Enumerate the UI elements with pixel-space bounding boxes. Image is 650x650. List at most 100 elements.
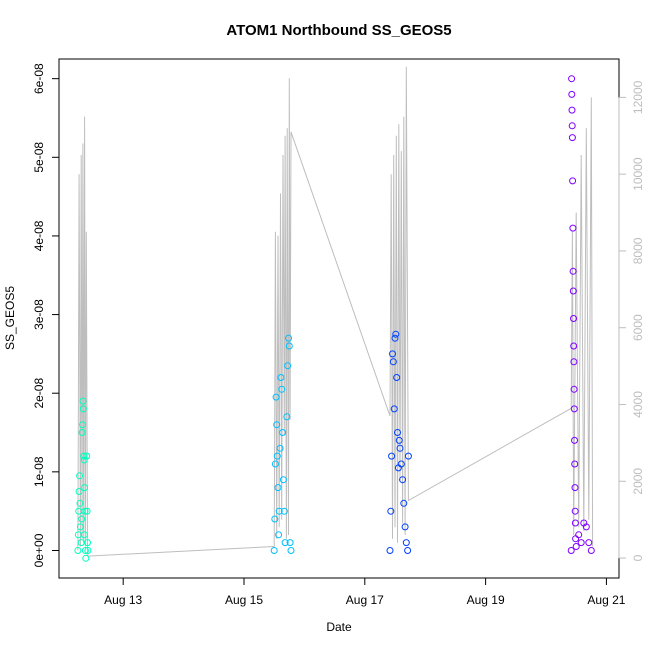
- data-point: [270, 547, 278, 554]
- data-point: [273, 452, 281, 460]
- x-axis-tick-label: Aug 13: [104, 593, 142, 607]
- data-point: [395, 436, 403, 444]
- data-point: [273, 421, 281, 429]
- data-point: [280, 507, 288, 515]
- data-point: [404, 547, 412, 554]
- data-point: [401, 523, 409, 531]
- altitude-line-layer: [77, 66, 594, 557]
- data-point: [274, 484, 282, 492]
- data-point: [569, 177, 577, 185]
- data-point: [400, 499, 408, 507]
- data-point: [275, 507, 283, 515]
- data-point: [78, 429, 86, 436]
- data-point: [76, 523, 84, 531]
- data-point: [570, 358, 578, 366]
- data-point: [81, 547, 89, 554]
- data-point: [278, 385, 286, 393]
- data-point: [572, 535, 580, 543]
- data-point: [79, 405, 87, 413]
- left-axis-tick-label: 3e-08: [32, 299, 46, 330]
- data-point: [82, 554, 90, 562]
- data-point: [571, 460, 579, 468]
- left-axis-tick-label: 6e-08: [32, 63, 46, 94]
- data-point: [568, 122, 576, 130]
- data-point: [402, 539, 410, 547]
- data-point: [286, 539, 294, 547]
- data-point: [389, 358, 397, 366]
- data-point: [76, 499, 84, 507]
- data-point: [568, 106, 576, 114]
- data-point: [81, 507, 89, 515]
- data-point: [83, 452, 91, 460]
- left-axis-tick-label: 2e-08: [32, 378, 46, 409]
- data-point: [285, 334, 292, 342]
- data-point: [569, 267, 577, 275]
- data-point: [275, 531, 283, 539]
- right-axis-tick-label: 2000: [631, 468, 645, 495]
- data-point: [285, 342, 293, 350]
- x-axis: Aug 13 Aug 15 Aug 17 Aug 19 Aug 21: [104, 577, 626, 607]
- data-point: [84, 539, 91, 547]
- data-point: [571, 507, 579, 515]
- data-point: [399, 476, 407, 484]
- left-axis-tick-label: 0e+00: [32, 533, 46, 567]
- right-axis-tick-label: 4000: [631, 391, 645, 418]
- data-point: [568, 90, 576, 98]
- data-point: [585, 539, 593, 547]
- right-axis-tick-label: 8000: [631, 237, 645, 264]
- y-axis-label: SS_GEOS5: [3, 286, 17, 350]
- data-point: [392, 330, 400, 338]
- data-point: [570, 385, 578, 393]
- data-point: [271, 460, 279, 468]
- data-point: [79, 397, 87, 405]
- data-point: [277, 374, 285, 381]
- data-point: [570, 405, 578, 413]
- x-axis-tick-label: Aug 19: [467, 593, 505, 607]
- x-axis-tick-label: Aug 17: [346, 593, 384, 607]
- data-point: [79, 421, 86, 429]
- data-point: [571, 436, 578, 444]
- right-axis-tick-label: 0: [631, 554, 645, 561]
- data-point: [78, 515, 86, 523]
- left-axis-tick-label: 5e-08: [32, 142, 46, 173]
- data-point: [569, 287, 577, 295]
- x-axis-tick-label: Aug 15: [225, 593, 263, 607]
- data-point: [84, 547, 92, 554]
- data-point: [570, 315, 577, 322]
- data-point: [287, 547, 295, 554]
- right-axis-tick-label: 6000: [631, 314, 645, 341]
- data-point: [279, 476, 287, 484]
- left-axis-tick-label: 1e-08: [32, 456, 46, 487]
- right-axis-tick-label: 12000: [631, 80, 645, 114]
- right-axis-tick-label: 10000: [631, 157, 645, 191]
- data-point: [74, 547, 82, 554]
- data-point: [76, 472, 84, 480]
- data-point: [397, 460, 405, 468]
- data-point: [567, 547, 575, 554]
- data-point: [80, 452, 88, 460]
- data-point: [587, 547, 595, 554]
- chart-title: ATOM1 Northbound SS_GEOS5: [226, 22, 451, 39]
- left-y-axis: 0e+00 1e-08 2e-08 3e-08 4e-08 5e-08 6e-08: [32, 63, 60, 567]
- data-point: [284, 362, 292, 370]
- data-point: [80, 531, 88, 539]
- data-point: [568, 134, 576, 142]
- data-point: [386, 547, 394, 554]
- data-point: [582, 523, 590, 531]
- data-point: [276, 444, 284, 452]
- data-point: [81, 484, 89, 492]
- data-point: [387, 507, 395, 515]
- data-point: [393, 374, 401, 381]
- data-point: [283, 413, 291, 421]
- data-point: [389, 350, 396, 358]
- plot-frame: [58, 58, 620, 579]
- data-point: [388, 452, 396, 460]
- data-point: [570, 342, 578, 350]
- data-point: [394, 429, 401, 436]
- points-layer: [74, 75, 595, 562]
- data-point: [577, 539, 585, 547]
- altitude-line: [77, 66, 594, 557]
- data-point: [572, 543, 580, 550]
- data-point: [279, 429, 287, 436]
